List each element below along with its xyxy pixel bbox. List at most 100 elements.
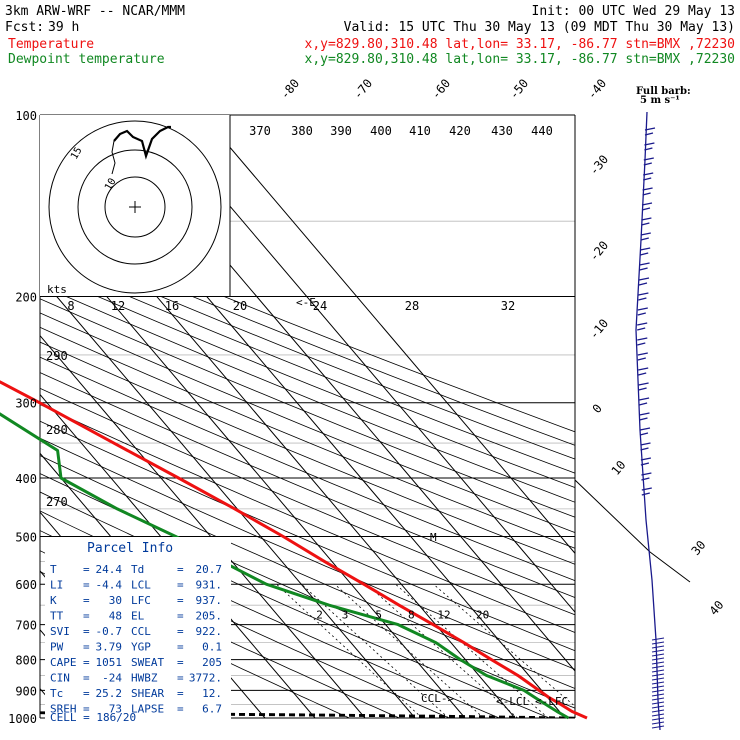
wind-barb-low [651, 657, 665, 661]
parcel-eq: = [177, 579, 184, 592]
parcel-eq: = [83, 610, 90, 623]
wind-barb-low [651, 705, 665, 709]
wind-barb-low [651, 661, 665, 665]
valid-time: Valid: 15 UTC Thu 30 May 13 (09 MDT Thu … [344, 20, 735, 35]
dry-adiabat [40, 219, 575, 433]
parcel-key: SVI [50, 625, 70, 638]
parcel-key: CCL [131, 625, 151, 638]
wind-barb [640, 232, 651, 241]
parcel-eq: = [177, 594, 184, 607]
parcel-value: -0.7 [96, 625, 123, 638]
wind-barb-low [651, 665, 665, 669]
mixing-ratio-line [366, 583, 518, 718]
mixing-ratio-line [334, 583, 484, 718]
wind-barb [643, 172, 654, 181]
lfc-marker: <-LFC [535, 695, 568, 708]
hodograph-ring-label: 10 [103, 177, 119, 193]
wind-barb [638, 292, 649, 301]
wind-barb-low [651, 685, 665, 689]
wind-barb-low [651, 709, 665, 713]
pressure-label-200: 200 [15, 291, 37, 305]
hodograph-speed-label: 16 [165, 299, 179, 313]
mixing-ratio-label: 2 [316, 609, 323, 622]
pressure-label-1000: 1000 [8, 712, 37, 726]
theta-side-label: 270 [46, 495, 68, 509]
dry-adiabat [40, 356, 575, 582]
hodograph-ring [48, 120, 222, 294]
mixing-ratio-label: 5 [375, 609, 382, 622]
mixing-ratio-label: 20 [476, 609, 489, 622]
wind-barb [640, 457, 652, 466]
dry-adiabat [40, 404, 575, 633]
parcel-key: SHEAR [131, 687, 164, 700]
mixing-ratio-label: 12 [437, 609, 450, 622]
isotherm [152, 115, 575, 613]
hodograph-ring [77, 149, 193, 265]
parcel-eq: = [83, 579, 90, 592]
parcel-key: Td [131, 563, 144, 576]
parcel-value: 205. [196, 610, 223, 623]
wind-barb-low [651, 641, 665, 645]
wind-barb-low [651, 649, 665, 653]
wind-barb [640, 247, 651, 256]
dry-adiabat [40, 455, 575, 689]
forecast-label: Fcst: [5, 20, 44, 35]
wind-barb-low [651, 653, 665, 657]
dry-adiabat [40, 437, 575, 670]
hodograph-ring [104, 176, 166, 238]
parcel-info-title: Parcel Info [87, 541, 173, 556]
wind-barb [637, 322, 648, 331]
parcel-key: CAPE [50, 656, 77, 669]
wind-barb-low [651, 697, 665, 701]
isotherm-label: 40 [707, 598, 727, 618]
parcel-key: SWEAT [131, 656, 164, 669]
isotherm-label: -30 [587, 152, 612, 178]
theta-label: 430 [491, 124, 513, 138]
wind-barb [637, 352, 648, 361]
temperature-profile [0, 380, 588, 720]
mixing-ratio-line [395, 583, 549, 718]
hodograph-speed-label: 8 [67, 299, 74, 313]
theta-label: 410 [409, 124, 431, 138]
dry-adiabat [40, 257, 575, 474]
header: 3km ARW-WRF -- NCAR/MMM Init: 00 UTC Wed… [5, 4, 735, 67]
dry-adiabat [40, 372, 575, 598]
dewpoint-legend: Dewpoint temperature [8, 52, 165, 67]
dry-adiabat [40, 387, 575, 616]
parcel-key: LCL [131, 579, 151, 592]
isotherm-label: -20 [587, 238, 612, 264]
parcel-eq: = [177, 687, 184, 700]
wind-barb [644, 142, 655, 151]
parcel-eq: = [177, 610, 184, 623]
parcel-eq: = [83, 672, 90, 685]
isotherm-label: -10 [587, 316, 612, 342]
parcel-key: Tc [50, 687, 63, 700]
pressure-label-400: 400 [15, 472, 37, 486]
wind-barb [638, 277, 650, 286]
isotherm-label: -70 [351, 76, 376, 102]
wind-barb [641, 217, 652, 226]
parcel-key: PW [50, 641, 64, 654]
wind-barb-low [651, 677, 665, 681]
init-time: Init: 00 UTC Wed 29 May 13 [532, 4, 736, 19]
parcel-eq: = [83, 656, 90, 669]
hodograph-speed-label: 12 [111, 299, 125, 313]
theta-label: 400 [370, 124, 392, 138]
wind-barb-low [651, 669, 665, 673]
isotherm-label: -40 [585, 76, 610, 102]
parcel-value: -24 [102, 672, 122, 685]
wind-barb [638, 367, 649, 376]
parcel-eq: = [83, 625, 90, 638]
mixing-ratio-label: 8 [408, 609, 415, 622]
parcel-value: 931. [196, 579, 223, 592]
moist-adiabat [40, 711, 575, 718]
parcel-value: 937. [196, 594, 223, 607]
wind-barb [641, 202, 653, 211]
theta-side-label: 290 [46, 349, 68, 363]
wind-barb-low [651, 645, 665, 649]
pressure-label-700: 700 [15, 619, 37, 633]
parcel-value: 922. [196, 625, 223, 638]
theta-side-label: 280 [46, 423, 68, 437]
parcel-value: 3.79 [96, 641, 123, 654]
